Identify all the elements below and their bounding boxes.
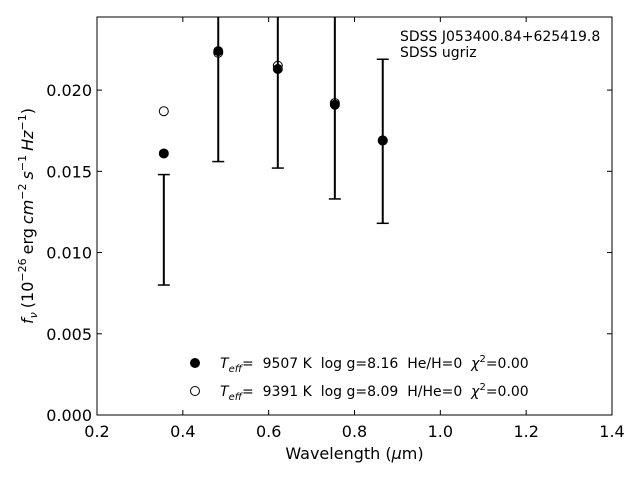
legend-marker-open <box>190 386 200 396</box>
point-open-2 <box>272 60 283 71</box>
y-label-exp1: −26 <box>16 258 29 281</box>
point-open-4 <box>377 135 388 146</box>
legend-entry-open: Teff= 9391 K log g=8.09 H/He=0 χ2=0.00 <box>220 382 529 403</box>
y-label-f: f <box>18 316 37 324</box>
x-tick-label: 1.2 <box>513 422 538 441</box>
y-label-close: ) <box>18 108 37 114</box>
legend-params-open: = 9391 K log g=8.09 H/He=0 <box>242 384 471 400</box>
y-label-exp2: −2 <box>16 183 29 199</box>
y-label-exp4: −1 <box>16 114 29 130</box>
y-tick-label: 0.020 <box>46 81 92 100</box>
legend-chi-open: χ <box>470 384 480 400</box>
x-axis-label-text: Wavelength ( <box>285 444 391 463</box>
y-tick-label: 0.000 <box>46 406 92 425</box>
legend-params-filled: = 9507 K log g=8.16 He/H=0 <box>242 356 471 372</box>
legend-teff-filled: T <box>220 356 230 372</box>
y-label-open: (10 <box>18 282 37 309</box>
point-filled-2 <box>272 63 283 74</box>
legend-chi-exp-open: 2 <box>479 382 485 393</box>
x-axis-label-mu: μ <box>391 444 402 463</box>
legend: Teff= 9507 K log g=8.16 He/H=0 χ2=0.00 T… <box>190 354 529 403</box>
x-tick-label: 1.0 <box>428 422 453 441</box>
point-open-3 <box>329 98 340 109</box>
legend-chi-exp-filled: 2 <box>479 354 485 365</box>
y-tick-label: 0.005 <box>46 325 92 344</box>
x-tick-labels: 0.2 0.4 0.6 0.8 1.0 1.2 1.4 <box>84 422 624 441</box>
y-label-erg: erg <box>18 228 37 254</box>
legend-chi-val-filled: =0.00 <box>486 356 529 372</box>
legend-teff-open: T <box>220 384 230 400</box>
legend-marker-filled <box>190 358 200 368</box>
y-axis-label: fν(10−26ergcm−2s−1Hz−1) <box>16 108 40 324</box>
data-points <box>158 46 388 159</box>
y-label-cm: cm <box>18 200 37 224</box>
legend-chi-filled: χ <box>470 356 480 372</box>
y-label-hz: Hz <box>18 130 37 151</box>
y-tick-label: 0.015 <box>46 162 92 181</box>
legend-chi-val-open: =0.00 <box>486 384 529 400</box>
annotation-survey: SDSS ugriz <box>400 45 477 61</box>
x-axis-label-unit: m) <box>402 444 424 463</box>
y-label-s: s <box>18 171 37 179</box>
plot-frame <box>96 16 613 416</box>
legend-entry-filled: Teff= 9507 K log g=8.16 He/H=0 χ2=0.00 <box>220 354 529 375</box>
legend-teff-sub-filled: eff <box>229 364 244 375</box>
plot-area <box>97 17 612 415</box>
legend-teff-sub-open: eff <box>229 392 244 403</box>
annotation-object: SDSS J053400.84+625419.8 <box>400 29 600 45</box>
x-tick-label: 1.4 <box>599 422 624 441</box>
y-tick-label: 0.010 <box>46 244 92 263</box>
x-tick-label: 0.8 <box>342 422 367 441</box>
y-label-nu: ν <box>27 312 40 318</box>
x-tick-label: 0.4 <box>170 422 195 441</box>
y-label-exp3: −1 <box>16 155 29 171</box>
x-tick-label: 0.6 <box>256 422 281 441</box>
point-open-0 <box>158 106 169 117</box>
point-open-1 <box>213 47 224 58</box>
x-tick-label: 0.2 <box>84 422 109 441</box>
x-axis-label: Wavelength (μm) <box>285 444 423 463</box>
point-filled-0 <box>158 148 169 159</box>
y-tick-labels: 0.000 0.005 0.010 0.015 0.020 <box>46 81 92 425</box>
